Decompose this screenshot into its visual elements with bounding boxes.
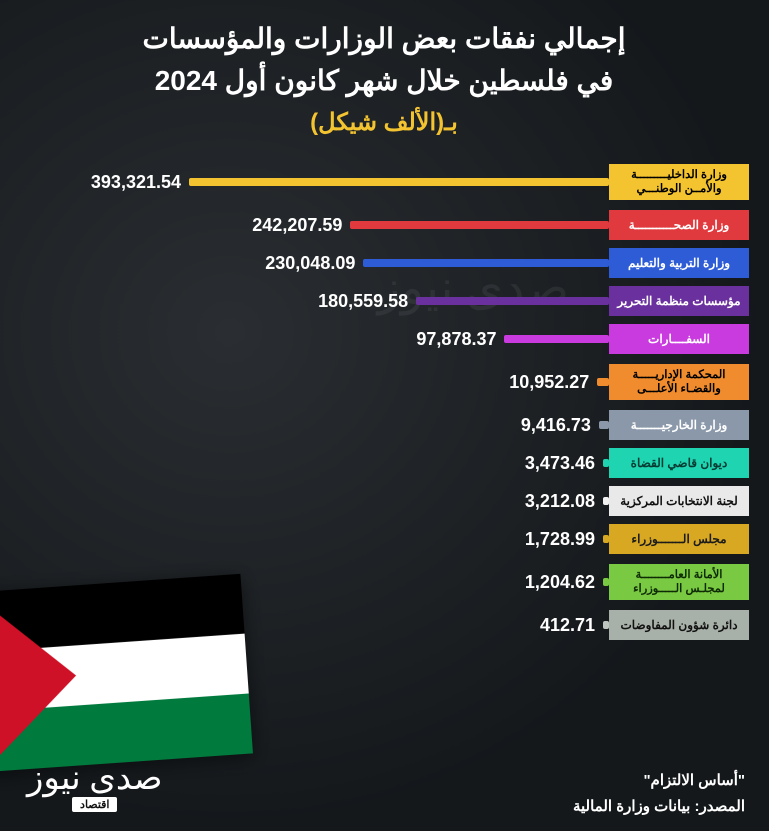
bar xyxy=(604,459,610,467)
row-label: دائرة شؤون المفاوضات xyxy=(610,610,750,640)
row-label: لجنة الانتخابات المركزية xyxy=(610,486,750,516)
bar xyxy=(604,497,610,505)
row-label: وزارة الصحـــــــــــة xyxy=(610,210,750,240)
bar-wrap: 3,473.46 xyxy=(20,453,610,474)
row-value: 3,212.08 xyxy=(526,491,596,512)
bar-wrap: 180,559.58 xyxy=(20,291,610,312)
bar xyxy=(351,221,610,229)
row-value: 10,952.27 xyxy=(510,372,590,393)
bar xyxy=(604,535,610,543)
chart-row: وزارة الداخليـــــــــةوالأمــن الوطنـــ… xyxy=(20,161,750,203)
row-value: 97,878.37 xyxy=(417,329,497,350)
row-value: 412.71 xyxy=(541,615,596,636)
bar-chart: وزارة الداخليـــــــــةوالأمــن الوطنـــ… xyxy=(20,161,750,641)
chart-row: المحكمة الإداريـــــةوالقضـاء الأعلـــى 1… xyxy=(20,361,750,403)
chart-row: وزارة الخارجيـــــــة 9,416.73 xyxy=(20,409,750,441)
chart-row: وزارة التربية والتعليم 230,048.09 xyxy=(20,247,750,279)
chart-row: مجلس الـــــــوزراء 1,728.99 xyxy=(20,523,750,555)
bar xyxy=(604,578,610,586)
row-label: مجلس الـــــــوزراء xyxy=(610,524,750,554)
row-value: 230,048.09 xyxy=(266,253,356,274)
row-label: وزارة الداخليـــــــــةوالأمــن الوطنـــ… xyxy=(610,164,750,201)
subtitle: بـ(الألف شيكل) xyxy=(20,108,750,137)
footer-source: المصدر: بيانات وزارة المالية xyxy=(574,794,746,820)
row-label: وزارة الخارجيـــــــة xyxy=(610,410,750,440)
bar-wrap: 10,952.27 xyxy=(20,372,610,393)
bar xyxy=(505,335,610,343)
row-value: 180,559.58 xyxy=(319,291,409,312)
source-logo: صدى نيوز اقتصاد xyxy=(28,764,164,813)
chart-row: ديوان قاضي القضاة 3,473.46 xyxy=(20,447,750,479)
row-label: وزارة التربية والتعليم xyxy=(610,248,750,278)
logo-tag: اقتصاد xyxy=(73,797,118,812)
row-value: 3,473.46 xyxy=(526,453,596,474)
bar-wrap: 97,878.37 xyxy=(20,329,610,350)
row-value: 393,321.54 xyxy=(92,172,182,193)
footer: "أساس الالتزام" المصدر: بيانات وزارة الم… xyxy=(574,768,746,819)
chart-row: لجنة الانتخابات المركزية 3,212.08 xyxy=(20,485,750,517)
bar-wrap: 393,321.54 xyxy=(20,172,610,193)
bar-wrap: 3,212.08 xyxy=(20,491,610,512)
bar xyxy=(604,621,610,629)
footer-basis: "أساس الالتزام" xyxy=(574,768,746,794)
row-value: 9,416.73 xyxy=(522,415,592,436)
bar xyxy=(600,421,610,429)
chart-row: وزارة الصحـــــــــــة 242,207.59 xyxy=(20,209,750,241)
bar-wrap: 242,207.59 xyxy=(20,215,610,236)
bar xyxy=(598,378,610,386)
logo-script: صدى نيوز xyxy=(28,764,164,795)
palestine-flag xyxy=(0,574,254,772)
row-label: المحكمة الإداريـــــةوالقضـاء الأعلـــى xyxy=(610,364,750,401)
bar-wrap: 1,728.99 xyxy=(20,529,610,550)
row-label: الأمانة العامــــــــةلمجلـس الـــــوزرا… xyxy=(610,564,750,601)
bar xyxy=(190,178,610,186)
bar xyxy=(417,297,610,305)
row-value: 1,728.99 xyxy=(526,529,596,550)
title-line-2: في فلسطين خلال شهر كانون أول 2024 xyxy=(20,60,750,102)
bar-wrap: 9,416.73 xyxy=(20,415,610,436)
row-value: 242,207.59 xyxy=(253,215,343,236)
chart-row: السفــــارات 97,878.37 xyxy=(20,323,750,355)
row-label: ديوان قاضي القضاة xyxy=(610,448,750,478)
row-label: السفــــارات xyxy=(610,324,750,354)
chart-row: مؤسسات منظمة التحرير 180,559.58 xyxy=(20,285,750,317)
row-label: مؤسسات منظمة التحرير xyxy=(610,286,750,316)
bar xyxy=(364,259,610,267)
title-line-1: إجمالي نفقات بعض الوزارات والمؤسسات xyxy=(20,18,750,60)
bar-wrap: 230,048.09 xyxy=(20,253,610,274)
row-value: 1,204.62 xyxy=(526,572,596,593)
